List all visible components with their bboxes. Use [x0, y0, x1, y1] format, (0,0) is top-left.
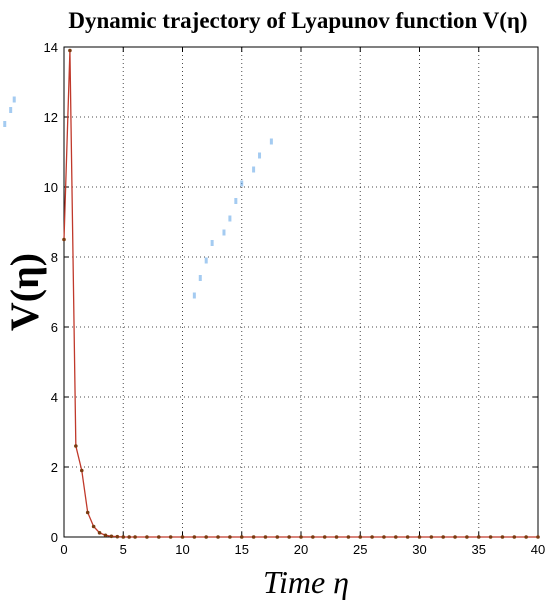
- data-point: [91, 524, 96, 529]
- stray-mark: [12, 96, 16, 103]
- y-axis-ticks: 0 2 4 6 8 10 12 14: [44, 40, 538, 545]
- stray-mark: [222, 229, 226, 236]
- data-point: [311, 535, 315, 539]
- x-tick-label: 40: [531, 542, 545, 557]
- data-point: [204, 535, 208, 539]
- data-point: [500, 535, 505, 539]
- stray-mark: [9, 107, 13, 113]
- data-point: [228, 535, 232, 539]
- data-point: [275, 535, 280, 539]
- data-point: [109, 534, 114, 539]
- x-tick-label: 35: [472, 542, 486, 557]
- y-axis-label: V(η): [2, 253, 47, 331]
- data-point: [157, 535, 161, 539]
- data-point: [85, 510, 90, 515]
- series-group: [62, 48, 540, 539]
- data-point: [346, 535, 351, 539]
- y-tick-label: 6: [51, 320, 58, 335]
- data-point: [394, 535, 398, 539]
- data-point: [145, 535, 149, 539]
- x-tick-label: 0: [60, 542, 67, 557]
- data-point: [68, 48, 72, 53]
- stray-mark: [210, 240, 214, 246]
- data-point: [536, 535, 540, 539]
- stray-mark: [228, 215, 232, 222]
- x-tick-label: 30: [412, 542, 426, 557]
- y-tick-label: 4: [51, 390, 58, 405]
- data-point: [127, 535, 131, 539]
- data-point: [133, 535, 137, 539]
- data-point: [180, 535, 185, 539]
- x-tick-label: 10: [175, 542, 189, 557]
- data-point: [74, 444, 78, 448]
- data-point: [103, 533, 108, 538]
- data-point: [417, 535, 422, 539]
- stray-mark: [198, 275, 202, 281]
- data-point: [97, 531, 102, 535]
- x-tick-label: 5: [120, 542, 127, 557]
- data-point: [287, 535, 291, 539]
- data-point: [465, 535, 469, 539]
- stray-mark: [240, 180, 244, 187]
- data-point: [429, 535, 434, 539]
- data-point: [441, 535, 446, 539]
- data-point: [251, 535, 256, 539]
- x-tick-label: 20: [294, 542, 308, 557]
- data-point: [512, 535, 517, 539]
- data-point: [216, 535, 220, 539]
- stray-mark: [204, 257, 208, 264]
- chart-title: Dynamic trajectory of Lyapunov function …: [68, 8, 527, 33]
- data-point: [239, 535, 244, 539]
- x-axis-label: Time η: [263, 564, 349, 600]
- data-point: [453, 535, 457, 539]
- data-point: [121, 535, 126, 539]
- data-point: [334, 535, 339, 539]
- y-tick-label: 14: [44, 40, 58, 55]
- stray-mark: [258, 152, 262, 159]
- stray-mark: [269, 138, 273, 145]
- data-point: [115, 534, 120, 539]
- data-point: [370, 535, 374, 539]
- stray-mark: [192, 292, 196, 299]
- x-tick-label: 25: [353, 542, 367, 557]
- data-point: [322, 535, 327, 539]
- data-point: [263, 535, 268, 539]
- y-tick-label: 12: [44, 110, 58, 125]
- y-tick-label: 10: [44, 180, 58, 195]
- x-tick-label: 15: [235, 542, 249, 557]
- data-point: [62, 237, 66, 242]
- data-point: [524, 535, 528, 539]
- stray-mark: [234, 198, 238, 204]
- data-point: [405, 535, 410, 539]
- data-point: [299, 535, 303, 539]
- grid: [64, 47, 538, 537]
- data-point: [476, 535, 481, 539]
- data-point: [192, 535, 197, 539]
- data-point: [488, 535, 493, 539]
- y-tick-label: 8: [51, 250, 58, 265]
- data-point: [382, 535, 386, 539]
- data-point: [79, 468, 84, 473]
- stray-marks: [3, 96, 273, 299]
- stray-mark: [3, 121, 7, 127]
- y-tick-label: 0: [51, 530, 58, 545]
- data-point: [358, 535, 363, 539]
- x-axis-ticks: 0 5 10 15 20 25 30 35 40: [60, 47, 545, 557]
- data-point: [168, 535, 173, 539]
- stray-mark: [252, 166, 256, 173]
- y-tick-label: 2: [51, 460, 58, 475]
